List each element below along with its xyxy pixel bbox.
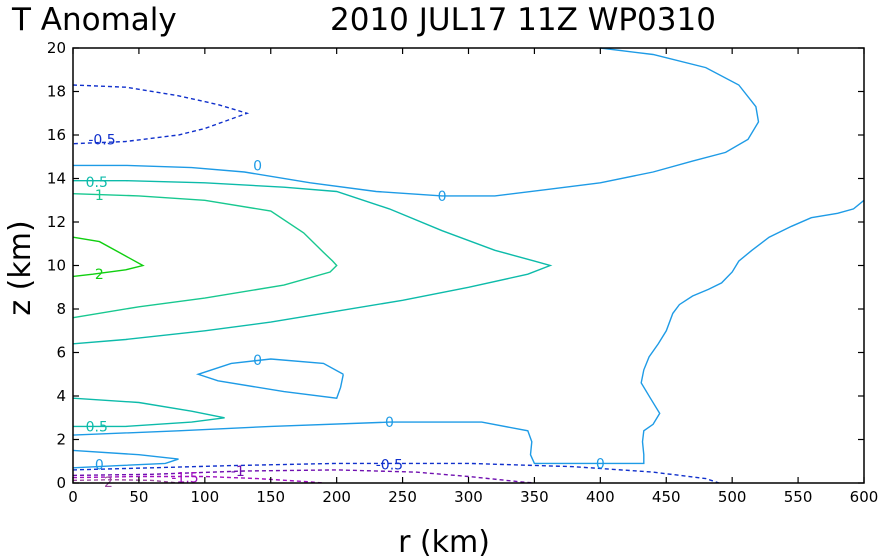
contour-label-3: 0.5	[86, 175, 108, 191]
contour-line-2	[72, 449, 179, 469]
contour-label-12: -1	[231, 464, 245, 480]
contour-line-9	[72, 462, 720, 484]
y-tick-label-1: 2	[56, 431, 66, 449]
y-tick-label-0: 0	[56, 474, 66, 492]
x-tick-label-2: 100	[191, 488, 220, 506]
y-tick-label-7: 14	[47, 170, 66, 188]
contour-line-4	[72, 180, 553, 345]
y-tick-label-8: 16	[47, 126, 66, 144]
contour-label-1: 0	[253, 158, 262, 174]
x-tick-label-0: 0	[68, 488, 78, 506]
x-axis-label: r (km)	[398, 525, 490, 558]
contour-label-13: -1.5	[171, 471, 198, 487]
x-tick-label-10: 500	[718, 488, 747, 506]
contour-line-12	[72, 478, 179, 484]
contour-line-7	[72, 236, 145, 278]
x-tick-label-4: 200	[322, 488, 351, 506]
y-tick-label-10: 20	[47, 39, 66, 57]
chart-title-right: 2010 JUL17 11Z WP0310	[330, 2, 716, 38]
x-tick-label-12: 600	[850, 488, 879, 506]
contour-line-5	[72, 397, 225, 428]
x-tick-label-3: 150	[256, 488, 285, 506]
y-tick-label-6: 12	[47, 213, 66, 231]
contour-line-1	[72, 199, 865, 465]
contour-line-10	[72, 469, 535, 484]
contour-label-8: 0	[385, 415, 394, 431]
x-tick-label-7: 350	[520, 488, 549, 506]
contour-label-11: 0	[596, 456, 605, 472]
contour-label-0: -0.5	[88, 132, 115, 148]
y-tick-label-3: 6	[56, 344, 66, 362]
x-tick-label-1: 50	[129, 488, 148, 506]
x-tick-label-11: 550	[784, 488, 813, 506]
contour-line-3	[195, 358, 344, 399]
x-tick-label-8: 400	[586, 488, 615, 506]
y-tick-label-2: 4	[56, 387, 66, 405]
contour-line-8	[72, 84, 250, 145]
plot-frame	[72, 47, 865, 484]
contour-label-2: 0	[438, 189, 447, 205]
contour-line-6	[72, 193, 338, 319]
contour-lines	[72, 47, 865, 484]
contour-label-4: 1	[95, 188, 104, 204]
contour-label-6: 0	[253, 353, 262, 369]
contour-line-0	[73, 47, 760, 197]
contour-line-11	[72, 475, 324, 484]
y-tick-label-4: 8	[56, 300, 66, 318]
x-tick-label-9: 450	[652, 488, 681, 506]
y-axis-label: z (km)	[3, 220, 38, 315]
y-tick-label-5: 10	[47, 257, 66, 275]
x-tick-label-6: 300	[454, 488, 483, 506]
contour-label-5: 2	[95, 267, 104, 283]
contour-label-9: 0	[95, 458, 104, 474]
y-tick-label-9: 18	[47, 83, 66, 101]
contour-label-7: 0.5	[86, 419, 108, 435]
x-axis-ticks: 0 50 100 150 200 250 300 350 400 450 500 550 600	[68, 48, 878, 506]
contour-label-10: -0.5	[376, 458, 403, 474]
chart-title-left: T Anomaly	[11, 2, 177, 38]
x-tick-label-5: 250	[388, 488, 417, 506]
